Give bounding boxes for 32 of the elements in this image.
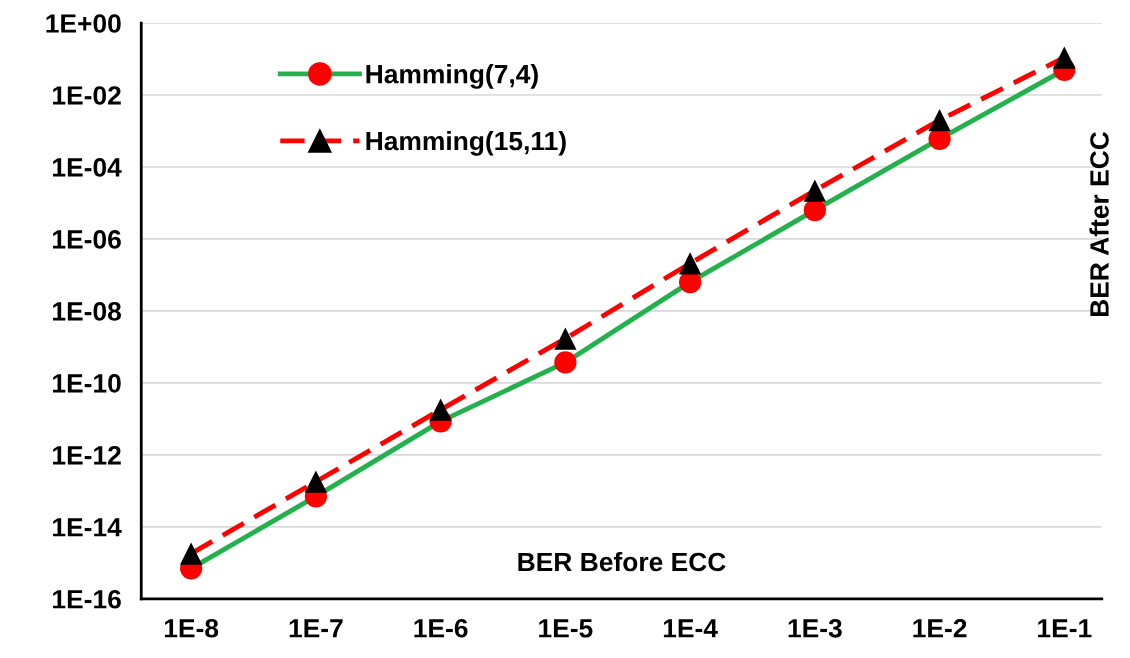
- y-tick-label: 1E-16: [53, 589, 121, 609]
- point: [554, 327, 577, 350]
- point: [679, 252, 702, 275]
- x-tick-label: 1E-3: [788, 618, 842, 638]
- point: [304, 470, 327, 493]
- x-tick-label: 1E-6: [414, 618, 468, 638]
- point: [429, 398, 452, 421]
- x-axis-title: BER Before ECC: [518, 551, 726, 572]
- y-tick-label: 1E+00: [46, 14, 121, 33]
- x-tick-label: 1E-7: [289, 619, 343, 638]
- point: [1053, 46, 1076, 69]
- y-tick-label: 1E-06: [53, 230, 121, 249]
- legend-label: Hamming(7,4): [366, 64, 538, 89]
- point: [803, 199, 826, 222]
- point: [803, 179, 826, 202]
- point: [554, 351, 577, 374]
- point: [928, 109, 951, 132]
- y-tick-label: 1E-14: [53, 518, 122, 537]
- y-tick-label: 1E-08: [53, 302, 121, 321]
- x-tick-label: 1E-5: [539, 619, 593, 638]
- y-axis-title: BER After ECC: [1089, 131, 1109, 317]
- x-tick-label: 1E-1: [1038, 619, 1092, 638]
- x-tick-label: 1E-4: [663, 619, 718, 638]
- x-tick-label: 1E-8: [164, 618, 219, 638]
- legend-label: Hamming(15,11): [366, 130, 566, 156]
- y-tick-label: 1E-04: [53, 158, 122, 177]
- y-tick-label: 1E-02: [53, 86, 121, 105]
- point: [679, 271, 702, 294]
- y-tick-label: 1E-12: [53, 445, 121, 465]
- x-tick-label: 1E-2: [913, 618, 967, 638]
- y-tick-label: 1E-10: [53, 374, 121, 393]
- point: [180, 542, 203, 565]
